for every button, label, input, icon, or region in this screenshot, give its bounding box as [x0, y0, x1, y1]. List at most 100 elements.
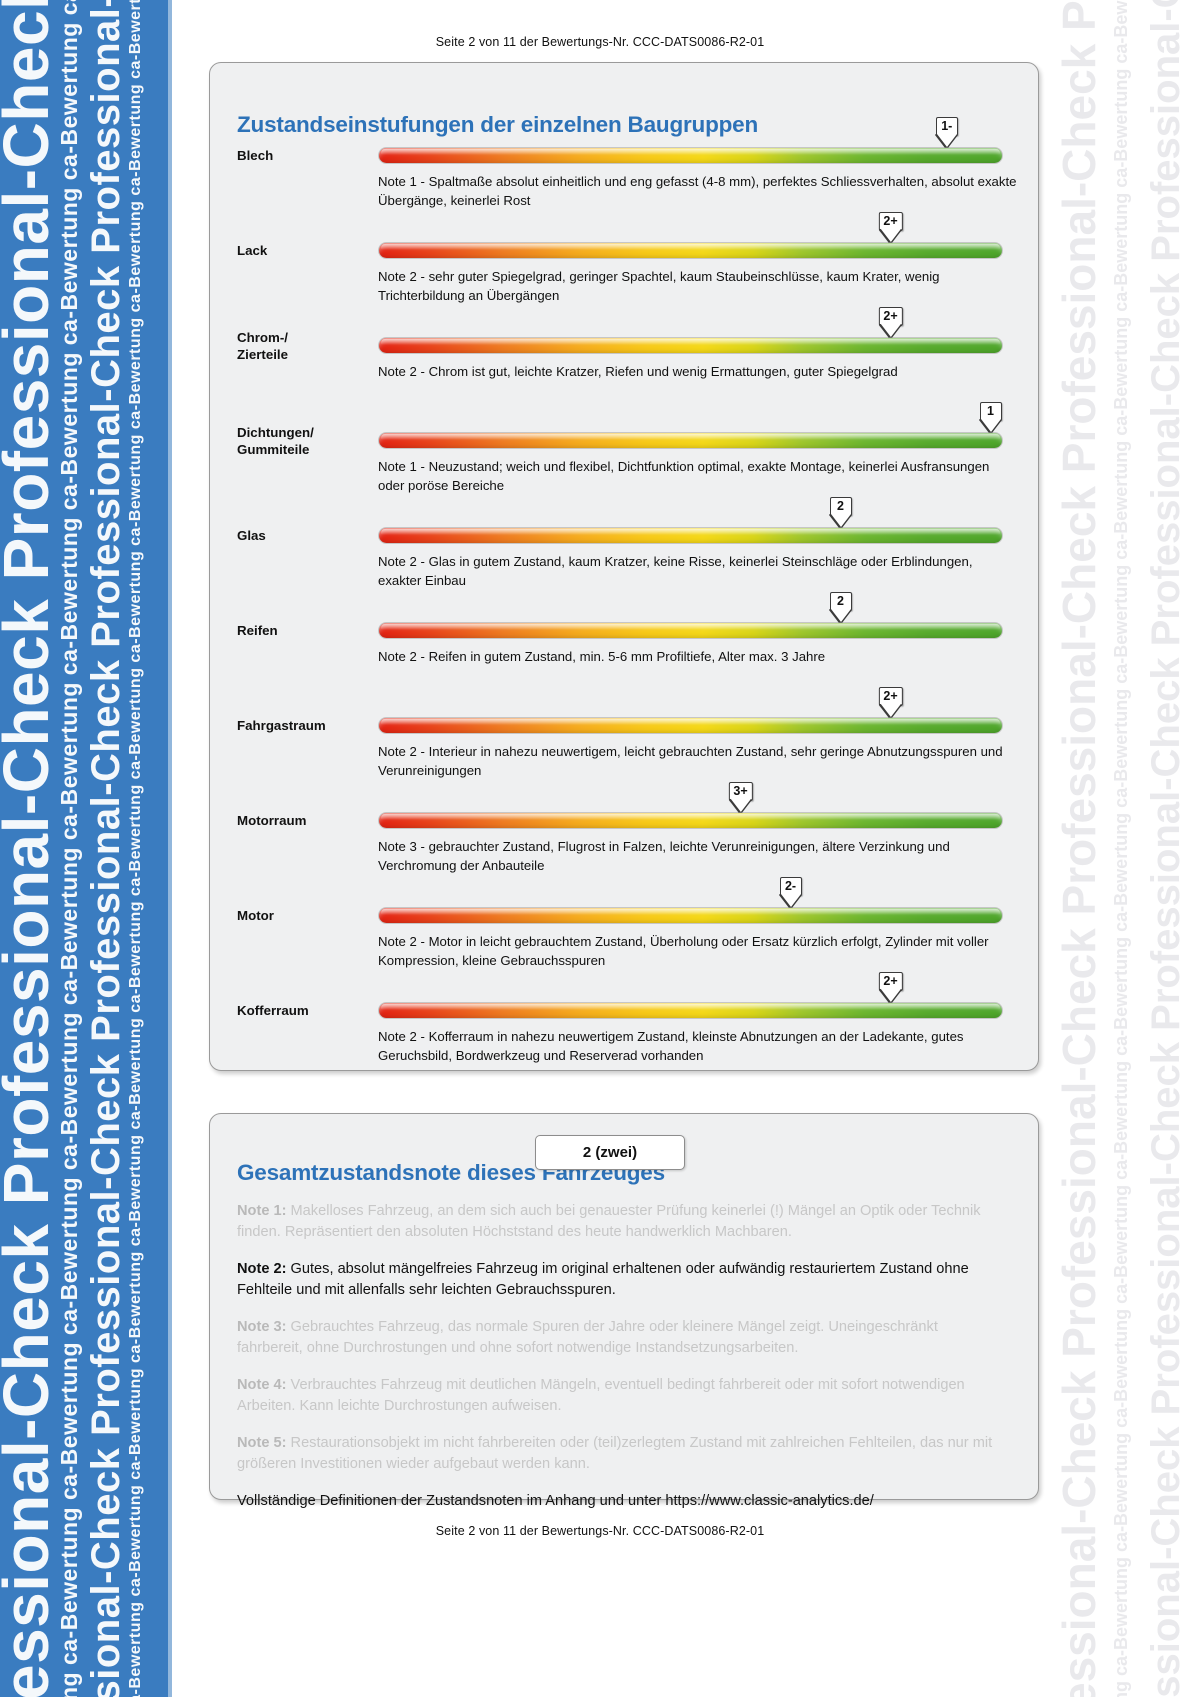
- condition-ratings-card: Zustandseinstufungen der einzelnen Baugr…: [209, 62, 1039, 1071]
- grade-definition: Note 5: Restaurationsobjekt im nicht fah…: [237, 1434, 993, 1472]
- condition-gradient-bar: [378, 907, 1003, 924]
- grade-marker-tip-icon: [880, 324, 901, 337]
- condition-row-note: Note 1 - Spaltmaße absolut einheitlich u…: [378, 174, 1017, 208]
- condition-row: Lack 2+ Note 2 - sehr guter Spiegelgrad, g…: [210, 212, 1038, 337]
- grade-marker-arrow-icon: 2-: [779, 877, 802, 907]
- condition-gradient-bar: [378, 147, 1003, 164]
- grade-marker-arrow-icon: 2+: [878, 307, 903, 337]
- condition-gradient-bar: [378, 527, 1003, 544]
- grade-definition-label: Note 2:: [237, 1260, 287, 1277]
- condition-scale-bar-wrapper: 2+: [378, 687, 1003, 734]
- grade-marker-label: 2+: [878, 972, 903, 991]
- bar-gloss-highlight: [381, 1004, 1000, 1010]
- condition-row-label: Dichtungen/Gummiteile: [237, 425, 314, 457]
- overall-grade-card: Gesamtzustandsnote dieses Fahrzeuges Not…: [209, 1113, 1039, 1509]
- page-header: Seite 2 von 11 der Bewertungs-Nr. CCC-DA…: [435, 35, 765, 49]
- grade-marker-tip-icon: [936, 134, 957, 147]
- condition-scale-bar-wrapper: 2: [378, 497, 1003, 544]
- grade-definition: Note 4: Verbrauchtes Fahrzeug mit deutli…: [237, 1376, 965, 1414]
- condition-row-note: Note 2 - Motor in leicht gebrauchtem Zus…: [378, 934, 989, 968]
- grade-marker-arrow-icon: 2: [829, 592, 852, 622]
- grade-marker-arrow-icon: 2+: [878, 212, 903, 242]
- grade-marker-arrow-icon: 1: [979, 402, 1002, 432]
- condition-gradient-bar: [378, 242, 1003, 259]
- bar-gloss-highlight: [381, 244, 1000, 250]
- bar-gloss-highlight: [381, 624, 1000, 630]
- condition-scale-bar-wrapper: 1: [378, 402, 1003, 449]
- condition-scale-bar-wrapper: 2: [378, 592, 1003, 639]
- condition-row-note: Note 2 - Interieur in nahezu neuwertigem…: [378, 744, 1003, 778]
- condition-row-label: Kofferraum: [237, 1003, 309, 1018]
- condition-gradient-bar: [378, 717, 1003, 734]
- condition-scale-bar-wrapper: 2+: [378, 307, 1003, 354]
- condition-row: Blech 1- Note 1 - Spaltmaße absolut einhei…: [210, 117, 1038, 242]
- condition-gradient-bar: [378, 1002, 1003, 1019]
- bar-gloss-highlight: [381, 339, 1000, 345]
- condition-row: Fahrgastraum 2+ Note 2 - Interieur in nahe…: [210, 687, 1038, 812]
- grade-marker-arrow-icon: 1-: [935, 117, 958, 147]
- condition-scale-bar-wrapper: 2+: [378, 972, 1003, 1019]
- condition-row-label: Glas: [237, 528, 266, 543]
- condition-scale-bar-wrapper: 2+: [378, 212, 1003, 259]
- grade-marker-arrow-icon: 3+: [728, 782, 753, 812]
- condition-row: Reifen 2 Note 2 - Reifen in gutem Zustand,…: [210, 592, 1038, 717]
- condition-row-note: Note 2 - Chrom ist gut, leichte Kratzer,…: [378, 364, 898, 379]
- condition-scale-bar-wrapper: 3+: [378, 782, 1003, 829]
- page-title: Zustandseinstufungen der einzelnen Baugr…: [237, 111, 759, 137]
- grade-marker-arrow-icon: 2+: [878, 972, 903, 1002]
- grade-marker-label: 3+: [728, 782, 753, 801]
- condition-row-label: Motorraum: [237, 813, 307, 828]
- left-watermark-strip: Professional-Check Professional-Check Pr…: [0, 0, 172, 1697]
- overall-grade-value: 2 (zwei): [535, 1135, 685, 1170]
- condition-row-label: Motor: [237, 908, 274, 923]
- bar-gloss-highlight: [381, 719, 1000, 725]
- condition-row: Motorraum 3+ Note 3 - gebrauchter Zustand,…: [210, 782, 1038, 907]
- bar-gloss-highlight: [381, 529, 1000, 535]
- grade-definition: Note 2: Gutes, absolut mängelfreies Fahr…: [237, 1260, 969, 1298]
- grade-marker-tip-icon: [830, 514, 851, 527]
- grade-marker-tip-icon: [780, 894, 801, 907]
- grade-marker-label: 2+: [878, 212, 903, 231]
- grade-definition-label: Note 5:: [237, 1434, 287, 1451]
- condition-row-label: Chrom-/Zierteile: [237, 330, 288, 362]
- bar-gloss-highlight: [381, 149, 1000, 155]
- condition-row-note: Note 3 - gebrauchter Zustand, Flugrost i…: [378, 839, 950, 873]
- condition-scale-bar-wrapper: 1-: [378, 117, 1003, 164]
- bar-gloss-highlight: [381, 909, 1000, 915]
- condition-gradient-bar: [378, 432, 1003, 449]
- condition-row-note: Note 1 - Neuzustand; weich und flexibel,…: [378, 459, 990, 493]
- condition-row-label: Lack: [237, 243, 268, 258]
- condition-row-label: Reifen: [237, 623, 278, 638]
- bar-gloss-highlight: [381, 814, 1000, 820]
- condition-row-label: Blech: [237, 148, 274, 163]
- condition-row-label: Fahrgastraum: [237, 718, 326, 733]
- grade-definition: Note 3: Gebrauchtes Fahrzeug, das normal…: [237, 1318, 938, 1356]
- watermark-edge-line: [168, 0, 172, 1697]
- grade-marker-tip-icon: [830, 609, 851, 622]
- condition-row: Glas 2 Note 2 - Glas in gutem Zustand, kau…: [210, 497, 1038, 622]
- condition-row-note: Note 2 - sehr guter Spiegelgrad, geringe…: [378, 269, 940, 303]
- condition-gradient-bar: [378, 622, 1003, 639]
- grade-marker-label: 2+: [878, 307, 903, 326]
- condition-gradient-bar: [378, 812, 1003, 829]
- grade-marker-tip-icon: [730, 799, 751, 812]
- grade-marker-arrow-icon: 2+: [878, 687, 903, 717]
- condition-scale-bar-wrapper: 2-: [378, 877, 1003, 924]
- grade-definition-label: Note 1:: [237, 1202, 287, 1219]
- condition-row: Chrom-/Zierteile 2+ Note 2 - Chrom ist gut…: [210, 307, 1038, 432]
- condition-row: Motor 2- Note 2 - Motor in leicht gebrauch…: [210, 877, 1038, 1002]
- grade-marker-tip-icon: [880, 704, 901, 717]
- grade-definition-label: Note 3:: [237, 1318, 287, 1335]
- bar-gloss-highlight: [381, 434, 1000, 440]
- condition-row: Kofferraum 2+ Note 2 - Kofferraum in nahez…: [210, 972, 1038, 1097]
- right-watermark-strip: Professional-Check Professional-Check Pr…: [1050, 0, 1200, 1697]
- grade-marker-tip-icon: [980, 419, 1001, 432]
- condition-row-note: Note 2 - Reifen in gutem Zustand, min. 5…: [378, 649, 826, 664]
- grade-marker-arrow-icon: 2: [829, 497, 852, 527]
- condition-row: Dichtungen/Gummiteile 1 Note 1 - Neuzustan…: [210, 402, 1038, 527]
- grade-definition: Note 1: Makelloses Fahrzeug, an dem sich…: [237, 1202, 981, 1240]
- condition-row-note: Note 2 - Glas in gutem Zustand, kaum Kra…: [378, 554, 973, 588]
- grade-definition-label: Note 4:: [237, 1376, 287, 1393]
- grade-marker-label: 2+: [878, 687, 903, 706]
